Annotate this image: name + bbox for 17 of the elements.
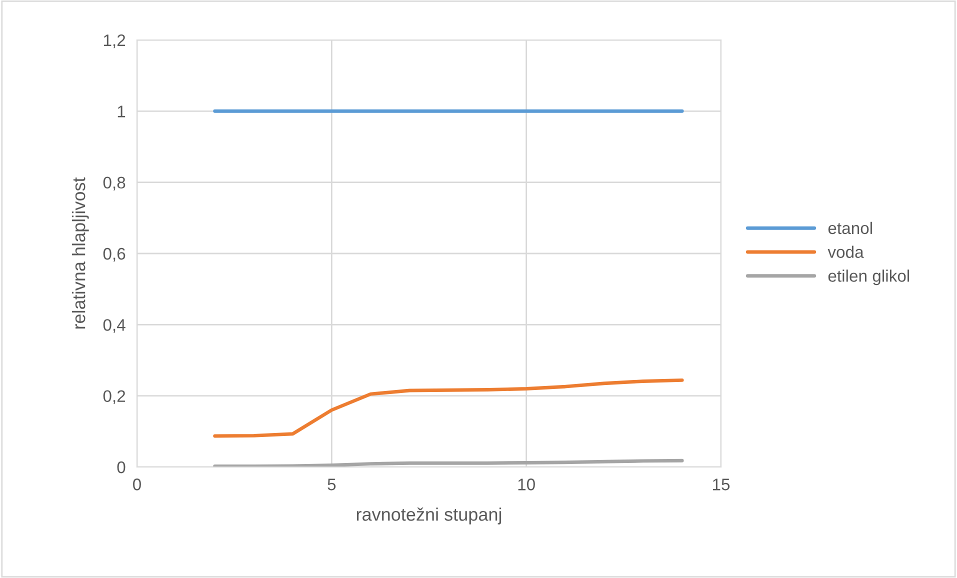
legend-label: etanol	[828, 222, 872, 234]
x-tick-label: 5	[328, 478, 336, 490]
y-tick-label: 1,2	[104, 34, 126, 48]
y-tick-label: 0,8	[103, 176, 126, 191]
x-axis-title: ravnotežni stupanj	[356, 508, 502, 524]
x-tick-label: 15	[713, 478, 730, 490]
y-tick-label: 0,6	[103, 248, 126, 262]
y-tick-label: 1	[118, 106, 126, 118]
y-axis-title: relativna hlapljivost	[72, 177, 89, 329]
y-tick-label: 0,4	[103, 319, 126, 333]
x-tick-label: 0	[133, 478, 141, 490]
y-tick-label: 0	[117, 461, 126, 474]
x-tick-label: 10	[518, 478, 535, 490]
legend-label: voda	[828, 246, 864, 258]
y-tick-label: 0,2	[103, 390, 126, 404]
line-series	[213, 378, 684, 438]
legend-label: etilen glikol	[828, 270, 910, 286]
